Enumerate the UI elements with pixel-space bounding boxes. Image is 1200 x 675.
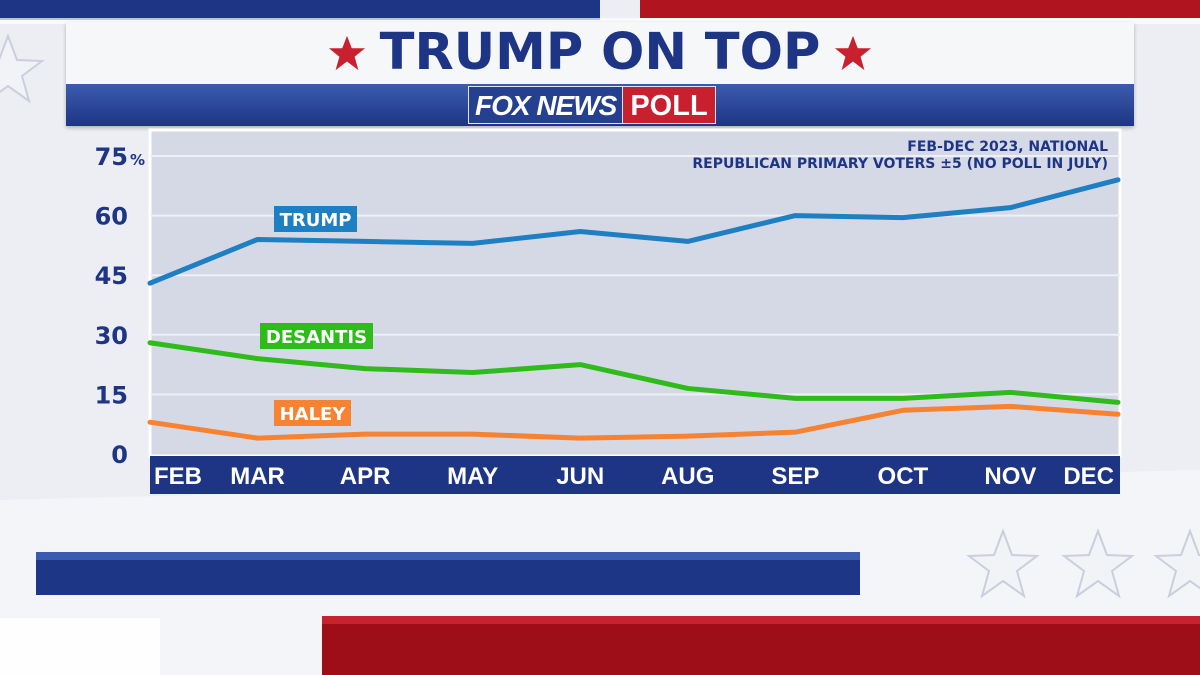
fox-news-poll-logo: FOX NEWS POLL: [468, 86, 716, 124]
series-label-box: [274, 206, 357, 232]
left-star-icon: [328, 35, 365, 71]
x-tick-label: OCT: [878, 463, 929, 490]
series-line-haley: [147, 403, 1121, 441]
chart-note-line-2: REPUBLICAN PRIMARY VOTERS ±5 (NO POLL IN…: [692, 156, 1108, 172]
bottom-red-bar: [322, 616, 1200, 675]
top-blue-stripe: [0, 0, 600, 20]
y-tick-label: 45: [95, 262, 128, 290]
series-label-text: HALEY: [280, 404, 347, 425]
y-tick-label: 0: [111, 441, 128, 469]
series-label-trump: TRUMP: [274, 206, 357, 232]
y-tick-label: 75: [95, 143, 128, 171]
series-line-desantis: [147, 340, 1121, 405]
right-star-icon: [835, 35, 872, 71]
series-label-text: DESANTIS: [266, 327, 367, 348]
header-panel: TRUMP ON TOP FOX NEWS POLL: [66, 22, 1134, 126]
series-label-desantis: DESANTIS: [260, 323, 373, 349]
logo-brand-text: FOX NEWS: [468, 86, 624, 124]
x-tick-label: AUG: [661, 463, 714, 490]
top-red-stripe: [640, 0, 1200, 18]
y-tick-label: 30: [95, 322, 128, 350]
x-tick-label: DEC: [1063, 463, 1114, 490]
decorative-star-icon: [0, 33, 1200, 599]
header-banner: FOX NEWS POLL: [66, 84, 1134, 126]
logo-poll-text: POLL: [623, 86, 716, 124]
x-tick-label: MAR: [230, 463, 285, 490]
x-tick-label: APR: [340, 463, 391, 490]
series-label-box: [260, 323, 373, 349]
series-label-box: [274, 400, 351, 426]
chart-title: TRUMP ON TOP: [379, 23, 821, 82]
x-tick-label: FEB: [154, 463, 202, 490]
x-tick-label: MAY: [447, 463, 498, 490]
series-line-trump: [147, 177, 1121, 286]
x-tick-label: NOV: [984, 463, 1036, 490]
y-tick-label: 15: [95, 381, 128, 409]
series-label-haley: HALEY: [274, 400, 351, 426]
x-axis-band: [150, 456, 1120, 494]
x-tick-label: JUN: [556, 463, 604, 490]
x-tick-label: SEP: [771, 463, 819, 490]
series-label-text: TRUMP: [280, 210, 352, 231]
y-tick-suffix: %: [130, 151, 145, 169]
chart-note-line-1: FEB-DEC 2023, NATIONAL: [907, 139, 1108, 155]
y-tick-label: 60: [95, 203, 128, 231]
title-row: TRUMP ON TOP: [66, 22, 1134, 84]
